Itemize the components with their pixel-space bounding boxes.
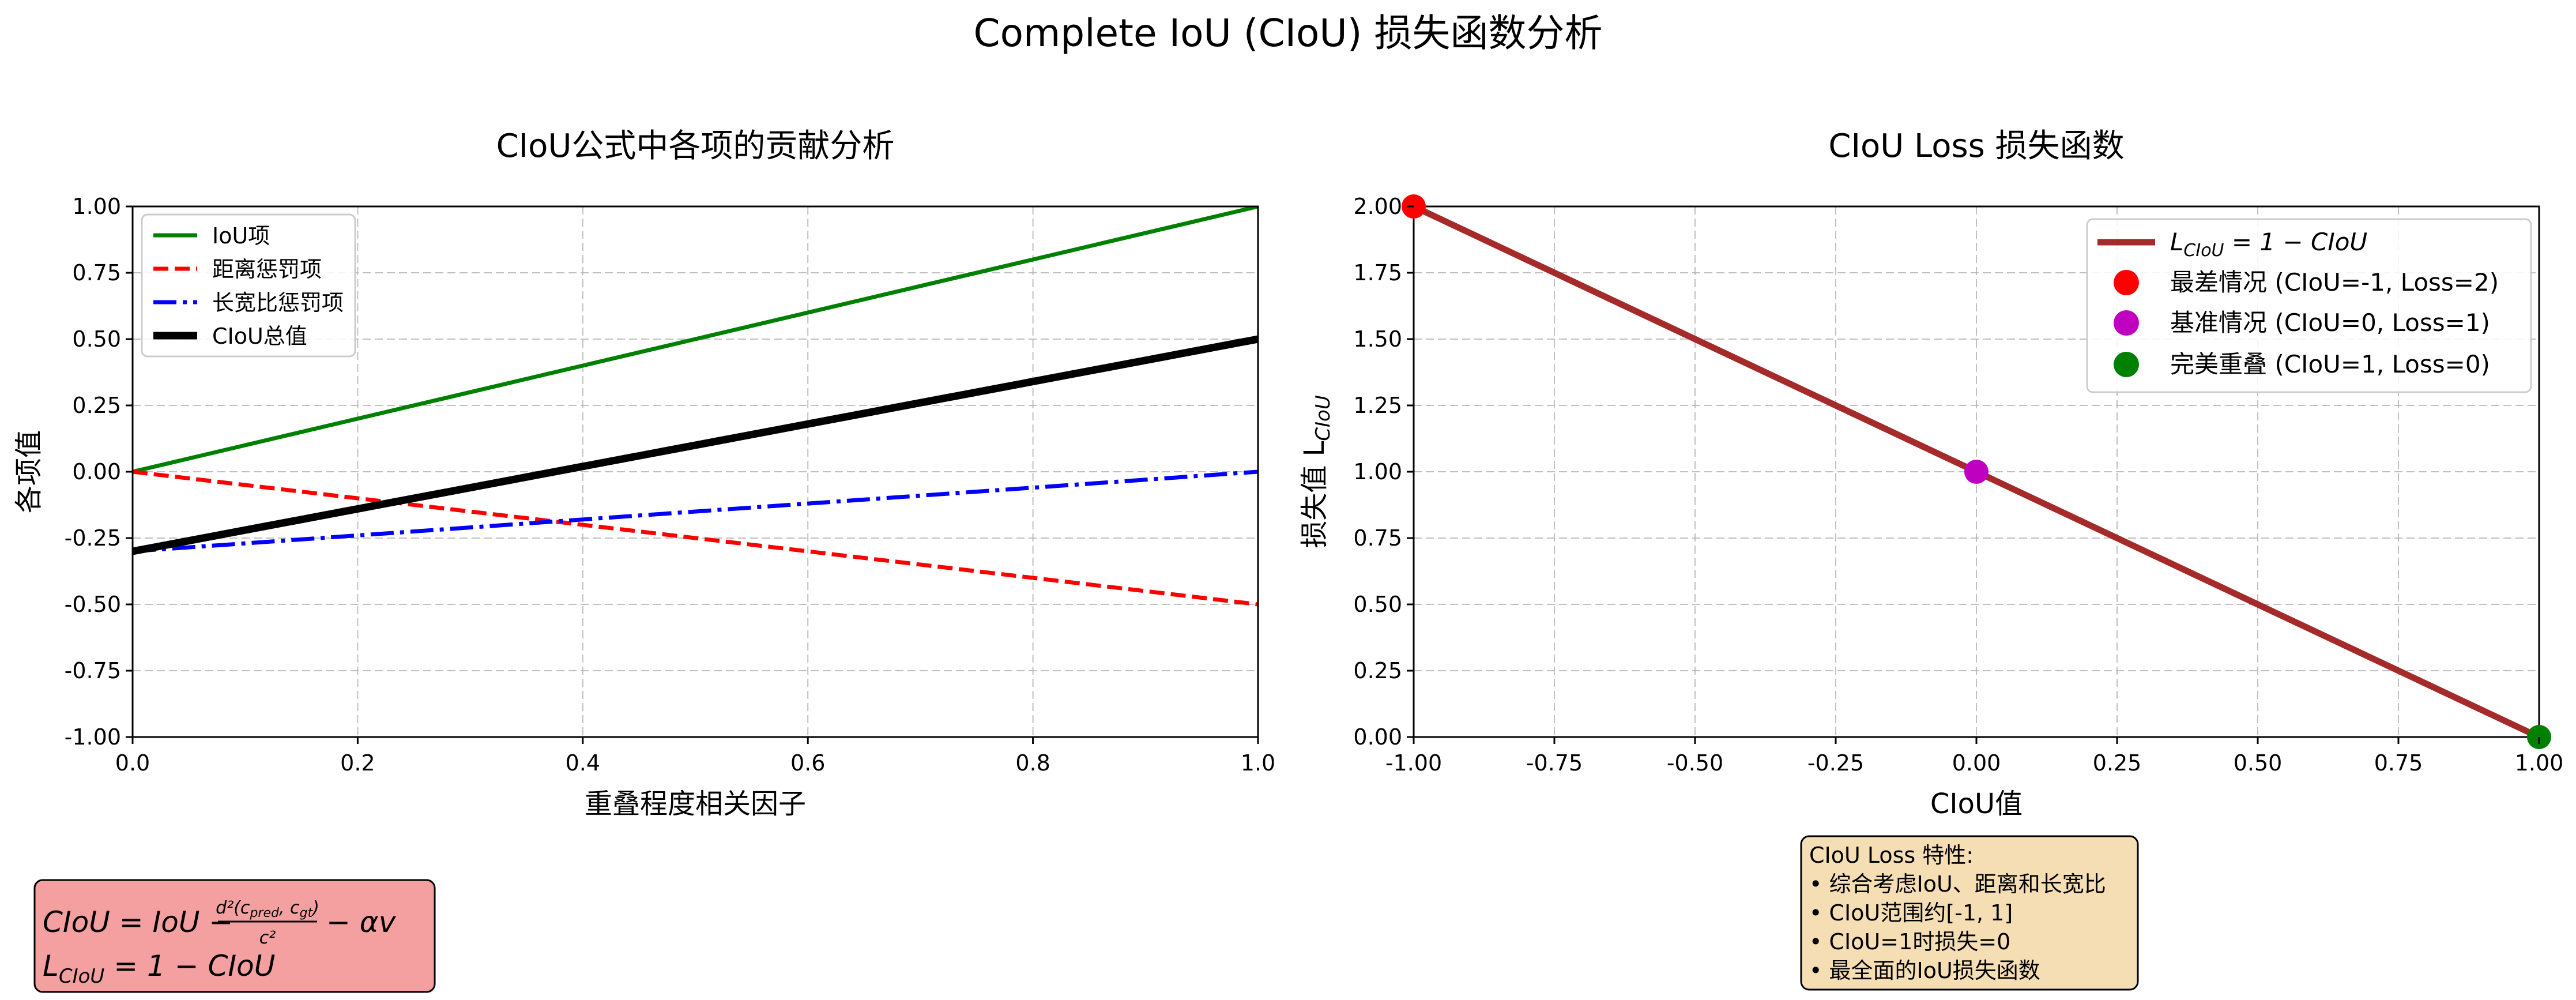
- right-legend: LCIoU = 1 − CIoU 最差情况 (CIoU=-1, Loss=2) …: [2086, 218, 2532, 393]
- x-tick-label: 0.2: [340, 750, 375, 776]
- y-tick-label: 0.50: [1353, 592, 1402, 617]
- y-tick-label: 0.00: [1353, 724, 1402, 750]
- note-box: CIoU Loss 特性: • 综合考虑IoU、距离和长宽比 • CIoU范围约…: [1800, 835, 2139, 991]
- y-tick-label: -1.00: [65, 724, 121, 750]
- legend-label-perfect: 完美重叠 (CIoU=1, Loss=0): [2170, 350, 2490, 378]
- x-tick-label: 0.0: [115, 750, 150, 776]
- x-tick-label: 1.0: [1241, 750, 1275, 776]
- y-tick-label: -0.75: [65, 658, 121, 683]
- y-tick-label: -0.50: [65, 592, 121, 617]
- formula-box: CIoU = IoU − d²(cpred, cgt) c² − αv LCIo…: [33, 879, 436, 993]
- right-y-ticks: 0.00 0.25 0.50 0.75 1.00 1.25 1.50 1.75 2.00: [1353, 194, 1414, 750]
- baseline-point: [1964, 460, 1989, 484]
- note-line: • 最全面的IoU损失函数: [1809, 958, 2040, 983]
- left-legend-frame: [141, 213, 356, 358]
- x-tick-label: -0.75: [1526, 750, 1583, 776]
- formula-loss-definition: LCIoU = 1 − CIoU: [43, 949, 275, 988]
- legend-label-ciou: CIoU总值: [212, 324, 307, 349]
- legend-label-loss-line: LCIoU = 1 − CIoU: [2170, 228, 2367, 261]
- formula-fraction-numerator: d²(cpred, cgt): [216, 898, 319, 920]
- left-series-line-3: [133, 335, 1258, 555]
- x-tick-label: -0.50: [1667, 750, 1723, 776]
- x-tick-label: -1.00: [1385, 750, 1442, 776]
- right-chart: CIoU Loss 损失函数 -1.00 -0.75 -0.50 -0.25 0.00 0…: [1298, 127, 2563, 991]
- y-tick-label: 2.00: [1353, 194, 1402, 219]
- y-tick-label: 0.75: [1353, 525, 1402, 551]
- left-series-line-1: [133, 469, 1258, 607]
- x-tick-label: 0.8: [1015, 750, 1050, 776]
- right-chart-title: CIoU Loss 损失函数: [1828, 127, 2124, 165]
- legend-label-aspect: 长宽比惩罚项: [212, 290, 344, 315]
- right-x-axis-label: CIoU值: [1930, 788, 2023, 820]
- legend-label-distance: 距离惩罚项: [212, 257, 322, 282]
- left-series-line-2: [133, 469, 1258, 554]
- x-tick-label: 0.6: [790, 750, 825, 776]
- y-tick-label: 0.25: [1353, 658, 1402, 683]
- x-tick-label: 0.50: [2234, 750, 2283, 776]
- legend-label-baseline: 基准情况 (CIoU=0, Loss=1): [2170, 309, 2490, 337]
- left-chart-title: CIoU公式中各项的贡献分析: [496, 127, 895, 165]
- left-y-ticks: -1.00 -0.75 -0.50 -0.25 0.00 0.25 0.50 0.75 1.00: [65, 194, 133, 750]
- y-tick-label: 0.25: [72, 393, 121, 418]
- left-y-axis-label: 各项值: [13, 430, 45, 513]
- y-tick-label: 1.50: [1353, 326, 1402, 352]
- legend-marker-perfect: [2114, 352, 2139, 377]
- note-line: • CIoU=1时损失=0: [1809, 929, 2010, 954]
- left-x-axis-label: 重叠程度相关因子: [585, 788, 806, 820]
- x-tick-label: -0.25: [1807, 750, 1864, 776]
- left-legend: IoU项 距离惩罚项 长宽比惩罚项 CIoU总值: [141, 213, 356, 358]
- y-tick-label: 0.50: [72, 326, 121, 352]
- left-series-line-0: [133, 206, 1258, 474]
- formula-penalty-term: − αv: [326, 905, 397, 939]
- left-series-group: [133, 206, 1258, 607]
- note-box-background: [1800, 835, 2139, 991]
- formula-ciou-definition: CIoU = IoU −: [43, 905, 233, 939]
- legend-label-worst: 最差情况 (CIoU=-1, Loss=2): [2170, 268, 2499, 296]
- y-tick-label: 1.25: [1353, 393, 1402, 418]
- y-tick-label: 0.00: [72, 459, 121, 484]
- y-tick-label: 1.00: [72, 194, 121, 219]
- left-chart: CIoU公式中各项的贡献分析 0.0 0.2 0.4 0.6 0.8 1.0 -1.00-…: [13, 127, 1275, 993]
- note-line: • 综合考虑IoU、距离和长宽比: [1809, 871, 2106, 897]
- y-tick-label: 1.75: [1353, 260, 1402, 285]
- y-tick-label: 0.75: [72, 260, 121, 285]
- x-tick-label: 0.75: [2374, 750, 2423, 776]
- x-tick-label: 0.25: [2093, 750, 2142, 776]
- left-x-ticks: 0.0 0.2 0.4 0.6 0.8 1.0: [115, 737, 1275, 776]
- legend-label-iou: IoU项: [212, 223, 270, 249]
- x-tick-label: 0.4: [566, 750, 600, 776]
- note-line: CIoU Loss 特性:: [1809, 843, 1974, 868]
- formula-box-background: [33, 879, 436, 993]
- right-x-ticks: -1.00 -0.75 -0.50 -0.25 0.00 0.25 0.50 0.75 1.00: [1385, 737, 2563, 776]
- note-line: • CIoU范围约[-1, 1]: [1809, 900, 2013, 926]
- x-tick-label: 0.00: [1952, 750, 2001, 776]
- figure-title: Complete IoU (CIoU) 损失函数分析: [974, 11, 1603, 55]
- legend-marker-baseline: [2114, 310, 2139, 336]
- right-legend-frame: [2086, 218, 2532, 393]
- legend-marker-worst: [2114, 270, 2139, 295]
- x-tick-label: 1.00: [2515, 750, 2564, 776]
- right-y-axis-label: 损失值 LCIoU: [1298, 395, 1335, 548]
- y-tick-label: 1.00: [1353, 459, 1402, 484]
- formula-fraction-denominator: c²: [259, 928, 276, 948]
- y-tick-label: -0.25: [65, 525, 121, 551]
